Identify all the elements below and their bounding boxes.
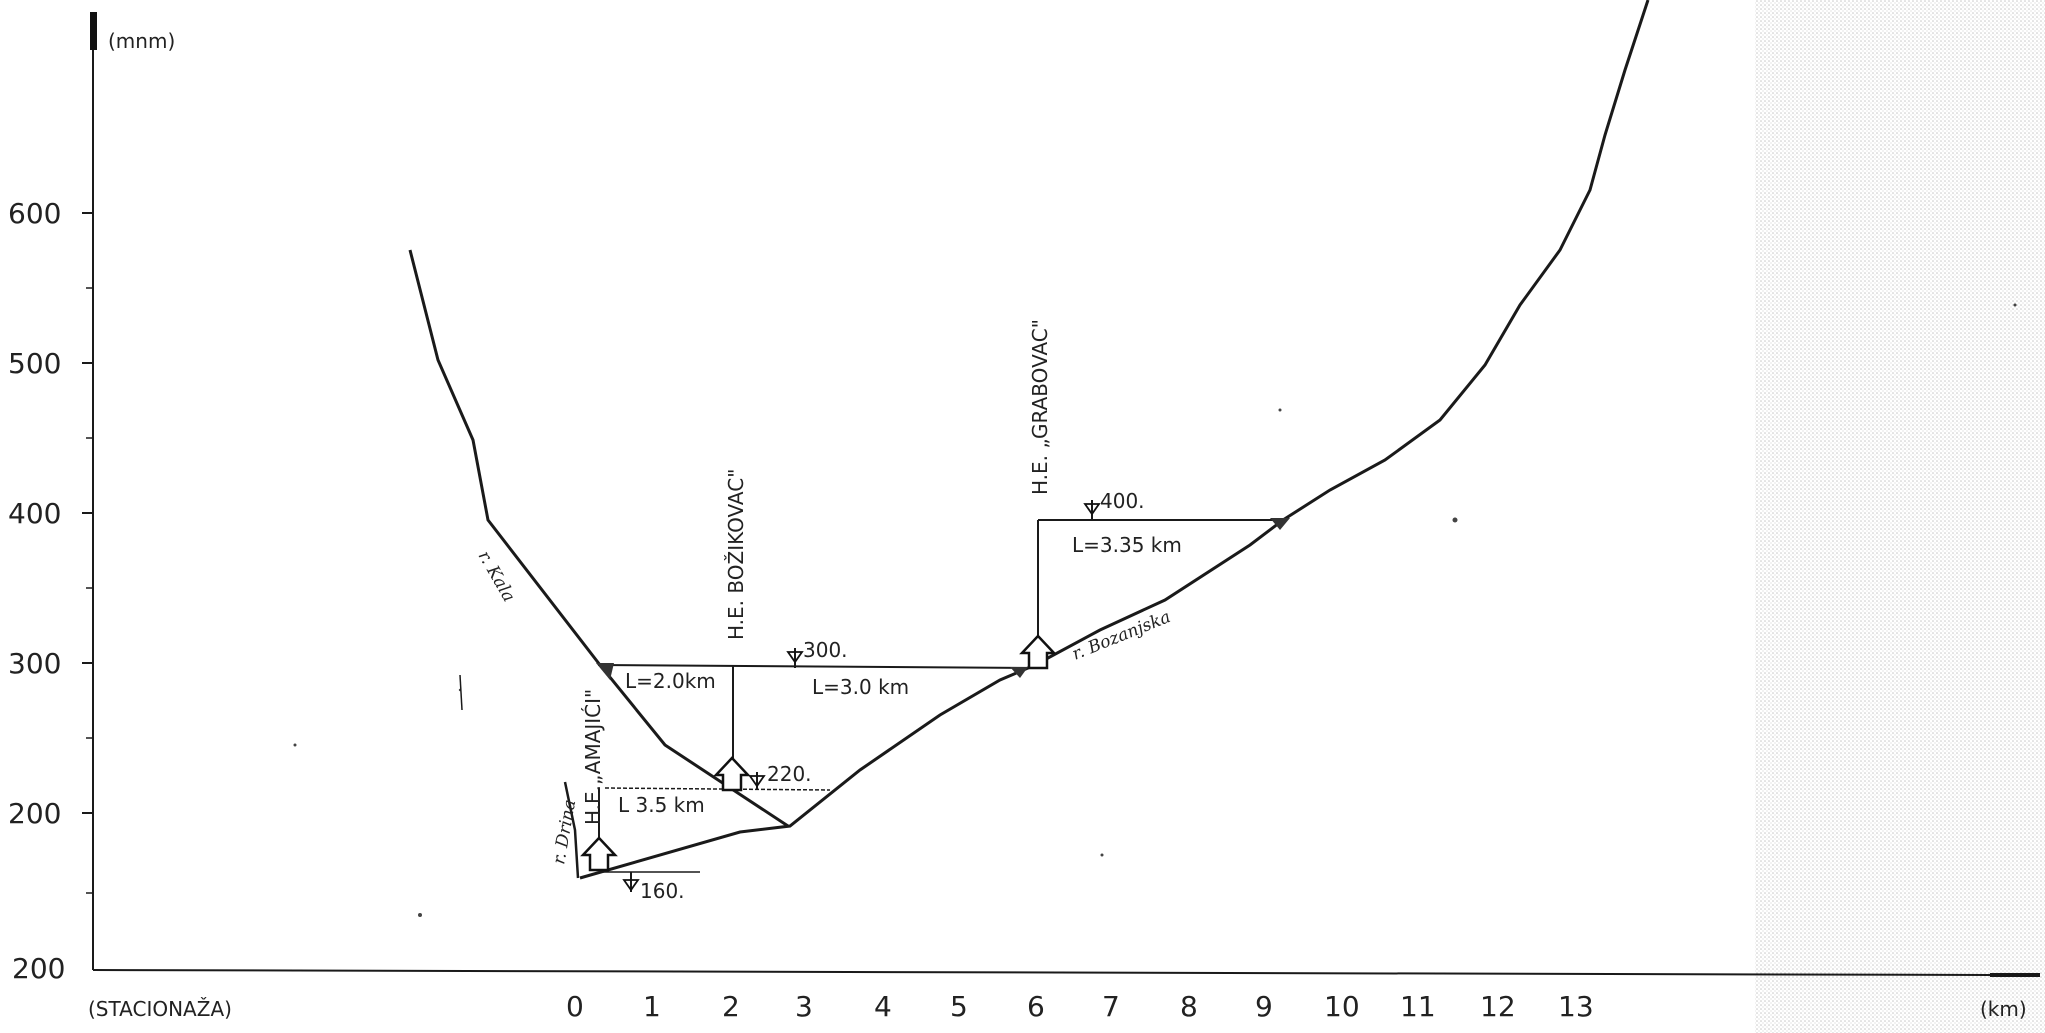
x-axis: (STACIONAŽA) (km) 0 1 2 3 4 5 6 7 8 9 10… [88, 969, 2040, 1023]
x-tick-13: 13 [1558, 990, 1594, 1023]
y-unit-label: (mnm) [108, 29, 175, 53]
river-label-kala: r. Kala [474, 548, 519, 606]
main-river-profile [579, 0, 1650, 880]
level-value-160: 160. [640, 879, 685, 903]
level-value-400: 400. [1100, 489, 1145, 513]
level-value-220: 220. [767, 762, 812, 786]
grabovac-plant-marker [1019, 634, 1057, 670]
x-axis-label: (STACIONAŽA) [88, 997, 232, 1021]
level-symbol-160 [622, 872, 640, 892]
level-line-220 [604, 787, 831, 791]
plant-label-grabovac: H.E. „GRABOVAC" [1028, 319, 1052, 495]
length-bozikovac: L=2.0km [625, 669, 716, 693]
drina-segment [563, 781, 580, 879]
x-unit-label: (km) [1980, 997, 2027, 1021]
length-grabovac-lower: L=3.0 km [812, 675, 909, 699]
level-value-300: 300. [803, 638, 848, 662]
intake-marker-bozikovac [596, 663, 614, 680]
x-tick-5: 5 [950, 990, 968, 1023]
bozikovac-plant-marker [713, 756, 751, 792]
level-symbol-400 [1083, 500, 1101, 520]
intake-marker-grabovac-lower [1010, 667, 1028, 678]
level-line-300 [597, 664, 1041, 669]
x-tick-8: 8 [1180, 990, 1198, 1023]
x-tick-10: 10 [1324, 990, 1360, 1023]
y-tick-200-base: 200 [12, 952, 65, 985]
x-tick-12: 12 [1480, 990, 1516, 1023]
length-amajici: L 3.5 km [618, 793, 705, 817]
plant-label-amajici: H.E.„AMAJIĆI" [581, 689, 605, 825]
x-tick-9: 9 [1255, 990, 1273, 1023]
left-valley-profile [408, 249, 789, 828]
y-tick-500: 500 [8, 347, 61, 380]
y-tick-300: 300 [8, 647, 61, 680]
amajici-plant-marker [580, 836, 618, 872]
x-tick-11: 11 [1400, 990, 1436, 1023]
x-tick-3: 3 [795, 990, 813, 1023]
y-tick-400: 400 [8, 497, 61, 530]
river-label-bozanjska: r. Bozanjska [1069, 607, 1173, 665]
x-tick-7: 7 [1102, 990, 1120, 1023]
scan-shading [1755, 0, 2045, 1033]
x-tick-2: 2 [722, 990, 740, 1023]
x-tick-0: 0 [566, 990, 584, 1023]
y-axis: (mnm) 600 500 400 300 200 200 [8, 12, 175, 985]
x-tick-1: 1 [643, 990, 661, 1023]
x-tick-4: 4 [874, 990, 892, 1023]
x-tick-6: 6 [1027, 990, 1045, 1023]
level-symbol-300 [786, 648, 804, 668]
length-grabovac-upper: L=3.35 km [1072, 533, 1182, 557]
scan-mark [459, 674, 463, 711]
y-tick-600: 600 [8, 197, 61, 230]
plant-label-bozikovac: H.E. BOŽIKOVAC" [724, 469, 748, 640]
level-symbol-220 [748, 772, 766, 790]
intake-marker-grabovac-upper [1270, 518, 1290, 530]
scan-specks [293, 303, 2017, 917]
y-tick-200: 200 [8, 797, 61, 830]
